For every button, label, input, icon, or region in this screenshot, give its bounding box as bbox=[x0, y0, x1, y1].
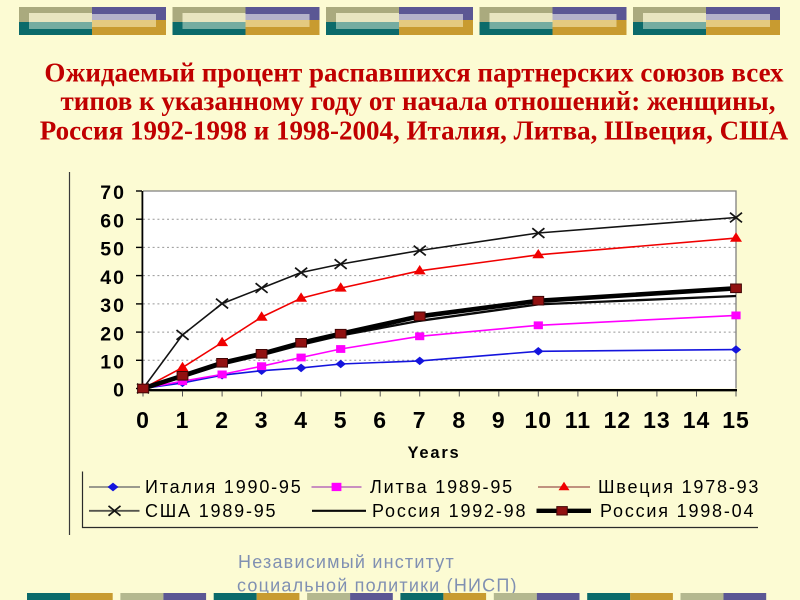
svg-text:6: 6 bbox=[373, 407, 387, 433]
svg-text:14: 14 bbox=[683, 407, 711, 433]
svg-text:40: 40 bbox=[100, 267, 126, 289]
svg-text:7: 7 bbox=[413, 407, 427, 433]
svg-text:1: 1 bbox=[176, 407, 190, 433]
svg-text:4: 4 bbox=[294, 407, 308, 433]
svg-text:10: 10 bbox=[100, 352, 126, 374]
svg-text:социальной политики (НИСП): социальной политики (НИСП) bbox=[237, 576, 518, 596]
svg-text:15: 15 bbox=[722, 407, 750, 433]
svg-text:8: 8 bbox=[452, 407, 466, 433]
svg-text:3: 3 bbox=[255, 407, 269, 433]
svg-text:2: 2 bbox=[215, 407, 229, 433]
svg-text:11: 11 bbox=[565, 407, 591, 433]
svg-text:Россия 1992-98: Россия 1992-98 bbox=[372, 501, 527, 521]
svg-text:30: 30 bbox=[100, 295, 126, 317]
svg-text:Years: Years bbox=[407, 444, 460, 462]
svg-text:0: 0 bbox=[136, 407, 150, 433]
svg-text:США 1989-95: США 1989-95 bbox=[145, 501, 277, 521]
svg-text:Швеция 1978-93: Швеция 1978-93 bbox=[598, 477, 760, 497]
svg-text:60: 60 bbox=[100, 210, 126, 232]
svg-text:12: 12 bbox=[604, 407, 632, 433]
svg-text:0: 0 bbox=[113, 380, 126, 402]
svg-text:Россия 1992-1998 и 1998-2004,: Россия 1992-1998 и 1998-2004, Италия, Ли… bbox=[40, 116, 789, 146]
svg-text:10: 10 bbox=[525, 407, 553, 433]
svg-text:20: 20 bbox=[100, 323, 126, 345]
svg-text:9: 9 bbox=[492, 407, 506, 433]
svg-text:Ожидаемый процент распавшихся: Ожидаемый процент распавшихся партнерски… bbox=[44, 58, 784, 88]
svg-text:70: 70 bbox=[100, 182, 126, 204]
svg-text:13: 13 bbox=[643, 407, 671, 433]
svg-text:5: 5 bbox=[334, 407, 348, 433]
svg-text:Независимый институт: Независимый институт bbox=[238, 552, 455, 572]
svg-text:типов к указанному году от нач: типов к указанному году от начала отноше… bbox=[61, 86, 776, 116]
svg-text:50: 50 bbox=[100, 239, 126, 261]
svg-text:Литва 1989-95: Литва 1989-95 bbox=[370, 477, 514, 497]
svg-text:Италия 1990-95: Италия 1990-95 bbox=[145, 477, 303, 497]
svg-text:Россия 1998-04: Россия 1998-04 bbox=[600, 501, 755, 521]
